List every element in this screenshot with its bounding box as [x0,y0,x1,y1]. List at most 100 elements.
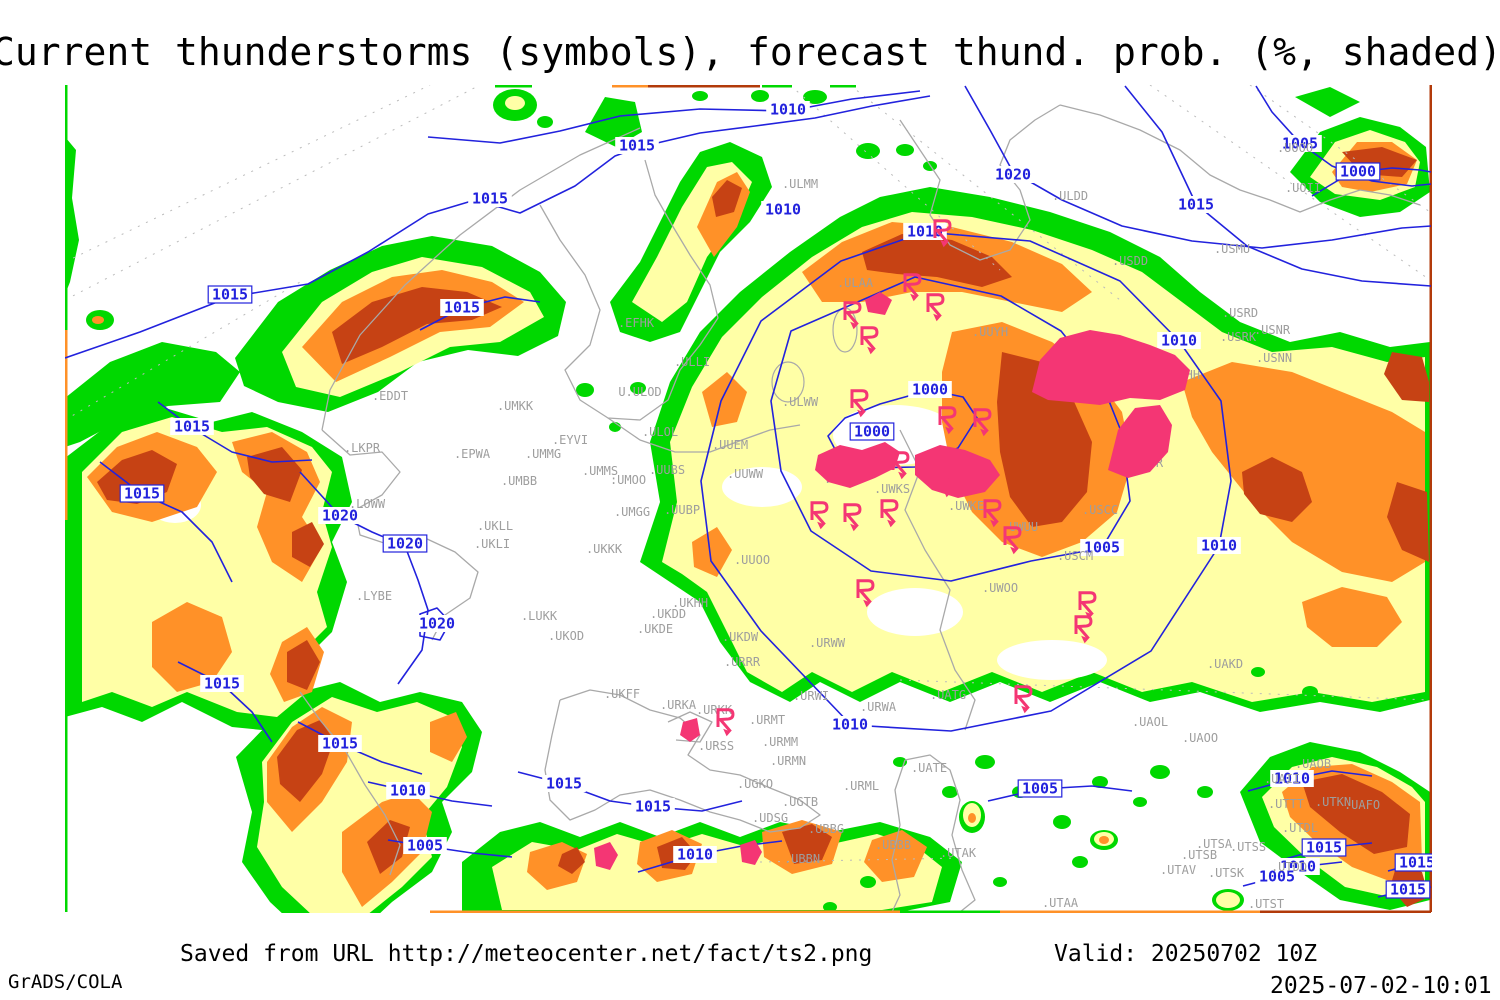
station-id-label: .USRK [1220,330,1257,344]
svg-text:1000: 1000 [854,423,890,441]
station-id-label: .UKDD [650,607,686,621]
isobar-label: 1000 [1335,162,1381,181]
station-id-label: .UTTT [1268,797,1304,811]
svg-text:1015: 1015 [1178,196,1214,214]
station-id-label: .UTDD [1271,860,1307,874]
isobar-label: 1000 [908,381,952,399]
isobar-label: 1010 [1157,332,1201,350]
station-id-label: .UTAK [940,846,977,860]
generation-timestamp: 2025-07-02-10:01 [1270,973,1492,999]
station-id-label: .UUYH [972,325,1008,339]
svg-text:1010: 1010 [390,782,426,800]
station-id-label: .UMBB [501,474,537,488]
station-id-label: .LKPR [344,441,381,455]
station-id-label: .UAII [1264,772,1300,786]
isobar-label: 1015 [119,484,165,503]
station-id-label: .UWKE [948,499,984,513]
station-id-label: .UTST [1248,897,1284,911]
station-id-label: .UDSG [752,811,788,825]
station-id-label: .UUEM [712,438,748,452]
isobar-label: 1020 [415,615,459,633]
svg-text:1000: 1000 [1340,163,1376,181]
isobar-label: 1005 [403,837,447,855]
station-id-label: .UUBP [664,503,700,517]
svg-text:1020: 1020 [322,507,358,525]
station-id-label: .UGTB [782,795,818,809]
isobar-label: 1015 [207,285,253,304]
station-id-label: .URRR [724,655,761,669]
station-id-label: .ULDD [1052,189,1088,203]
station-id-label: .URMN [770,754,806,768]
thunderstorm-cluster [915,445,1000,498]
station-id-label: .USNR [1254,323,1291,337]
svg-text:1010: 1010 [1161,332,1197,350]
saved-from-url-text: Saved from URL http://meteocenter.net/fa… [180,941,873,967]
isobar-label: 1005 [1017,779,1063,798]
station-id-label: .UTSS [1230,840,1266,854]
station-id-label: .USNN [1256,351,1292,365]
svg-text:1015: 1015 [619,137,655,155]
svg-text:1015: 1015 [546,775,582,793]
station-id-label: .URKK [696,703,733,717]
station-id-label: .LOWW [349,497,386,511]
svg-text:1015: 1015 [444,299,480,317]
station-id-label: .UUWW [727,467,764,481]
svg-text:1005: 1005 [407,837,443,855]
isobar-label: 1015 [200,675,244,693]
isobar-label: 1015 [1301,838,1347,857]
station-id-label: .UKHH [672,596,708,610]
isobar-label: 1010 [766,101,810,119]
isobar-label: 1015 [1385,880,1431,899]
station-id-label: .UBBN [784,852,820,866]
station-id-label: .UTDL [1282,821,1318,835]
isobar-label: 1015 [318,735,362,753]
station-id-label: .LYBE [356,589,392,603]
station-id-label: .UMMS [582,464,618,478]
isobar-label: 1020 [318,507,362,525]
isobar-label: 1010 [1197,537,1241,555]
station-id-label: .UTSA [1196,837,1233,851]
isobar-label: 1015 [615,137,659,155]
station-id-label: .URWI [793,689,829,703]
station-id-label: .UKLI [474,537,510,551]
station-id-label: .EDDT [372,389,408,403]
station-id-label: .URML [843,779,879,793]
isobar-label: 1000 [849,422,895,441]
svg-text:1010: 1010 [832,716,868,734]
svg-text:1015: 1015 [1399,854,1435,872]
station-id-label: .URMM [762,735,798,749]
station-id-label: .UAKD [1207,657,1243,671]
station-id-label: .URWA [860,700,897,714]
svg-text:1000: 1000 [912,381,948,399]
station-id-label: .UKDE [637,622,673,636]
station-id-label: .ULLI [674,355,710,369]
station-id-label: .USCC [1082,503,1118,517]
isobar-label: 1020 [991,166,1035,184]
svg-text:1020: 1020 [387,535,423,553]
isobar-label: 1010 [761,201,805,219]
station-id-label: .UATG [930,688,966,702]
svg-text:1005: 1005 [1259,868,1295,886]
station-id-label: .UUBS [649,463,685,477]
station-id-label: .URSS [698,739,734,753]
map-frame-edges [65,85,1432,913]
svg-text:1015: 1015 [1306,839,1342,857]
station-id-label: .ULMM [782,177,818,191]
station-id-label: .UATE [911,761,947,775]
map-layers: 1010 1015 1020 1010 1005 1000 1015 1010 1015 1015… [65,85,1435,913]
station-id-label: .UOOO [1277,141,1313,155]
isobar-label: 1015 [631,798,675,816]
isobar-label: 1010 [828,716,872,734]
station-id-label: .UWKS [874,482,910,496]
station-id-label: .UWUU [1002,520,1038,534]
svg-text:1010: 1010 [1201,537,1237,555]
station-id-label: .UTKN [1315,795,1351,809]
svg-text:1005: 1005 [1084,539,1120,557]
station-id-label: .UUOO [734,553,770,567]
svg-text:1010: 1010 [765,201,801,219]
station-id-label: .UTAA [1042,896,1079,910]
station-id-label: .UTSB [1181,848,1217,862]
station-id-label: .ULOL [642,425,678,439]
station-id-label: .UBBB [875,838,911,852]
